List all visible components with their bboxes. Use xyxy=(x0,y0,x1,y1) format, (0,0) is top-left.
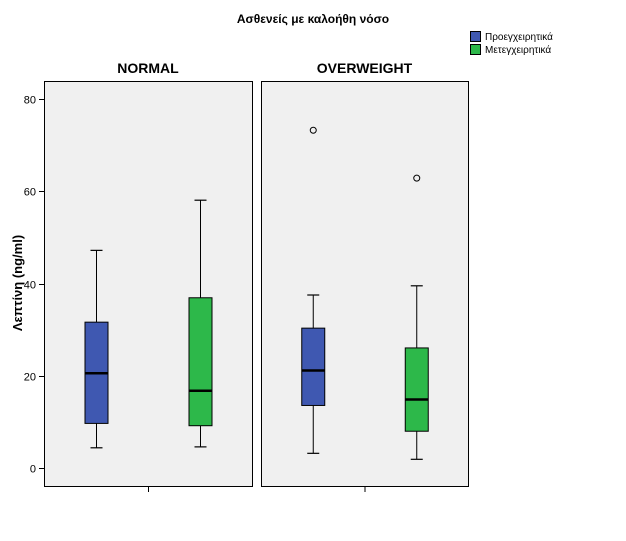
panel-title-overweight: OVERWEIGHT xyxy=(317,60,413,76)
y-tick-label: 20 xyxy=(24,372,36,384)
box-normal-2 xyxy=(188,297,213,427)
outlier-point xyxy=(413,174,421,182)
y-tick-label: 80 xyxy=(24,95,36,107)
legend-label-pre: Προεγχειρητικά xyxy=(485,31,553,43)
legend-swatch-pre xyxy=(470,31,481,42)
panels: NORMAL 0 20 40 60 80 OVERWEIGHT xyxy=(24,60,469,492)
y-tick-label: 0 xyxy=(30,464,36,476)
box-overweight-1 xyxy=(301,327,326,406)
y-axis-label: Λεπτίνη (ng/ml) xyxy=(10,235,25,331)
legend-label-post: Μετεγχειρητικά xyxy=(485,44,551,56)
panel-title-normal: NORMAL xyxy=(117,60,179,76)
box-overweight-2 xyxy=(404,347,429,432)
panel-background-overweight xyxy=(261,81,469,487)
legend-swatch-post xyxy=(470,44,481,55)
y-tick-label: 60 xyxy=(24,187,36,199)
outlier-point xyxy=(309,126,317,134)
y-tick-label: 40 xyxy=(24,280,36,292)
chart-title: Ασθενείς με καλοήθη νόσο xyxy=(237,12,389,26)
legend: Προεγχειρητικά Μετεγχειρητικά xyxy=(470,31,553,56)
panel-background-normal xyxy=(44,81,253,487)
